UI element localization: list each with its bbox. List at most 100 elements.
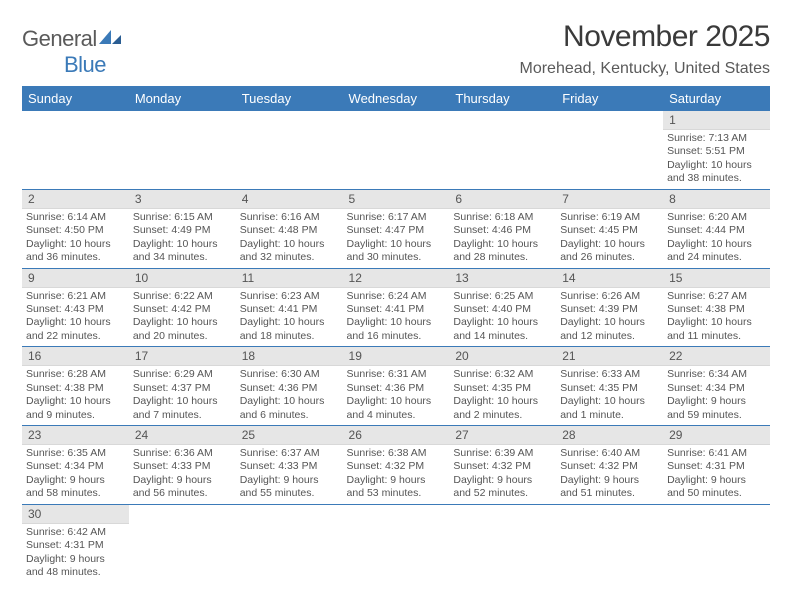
calendar-day-cell: 7Sunrise: 6:19 AMSunset: 4:45 PMDaylight… <box>556 189 663 268</box>
calendar-empty-cell <box>236 111 343 189</box>
logo: General Blue <box>22 26 123 78</box>
calendar-day-cell: 11Sunrise: 6:23 AMSunset: 4:41 PMDayligh… <box>236 268 343 347</box>
calendar-empty-cell <box>129 504 236 582</box>
calendar-day-cell: 29Sunrise: 6:41 AMSunset: 4:31 PMDayligh… <box>663 426 770 505</box>
day-details: Sunrise: 6:21 AMSunset: 4:43 PMDaylight:… <box>22 288 129 347</box>
weekday-header: Wednesday <box>343 86 450 111</box>
logo-word-1: General <box>22 26 97 51</box>
weekday-header: Thursday <box>449 86 556 111</box>
day-number: 9 <box>22 269 129 288</box>
calendar-week-row: 23Sunrise: 6:35 AMSunset: 4:34 PMDayligh… <box>22 426 770 505</box>
day-details: Sunrise: 6:30 AMSunset: 4:36 PMDaylight:… <box>236 366 343 425</box>
calendar-day-cell: 13Sunrise: 6:25 AMSunset: 4:40 PMDayligh… <box>449 268 556 347</box>
day-details: Sunrise: 7:13 AMSunset: 5:51 PMDaylight:… <box>663 130 770 189</box>
calendar-day-cell: 12Sunrise: 6:24 AMSunset: 4:41 PMDayligh… <box>343 268 450 347</box>
title-block: November 2025 Morehead, Kentucky, United… <box>519 20 770 78</box>
calendar-day-cell: 8Sunrise: 6:20 AMSunset: 4:44 PMDaylight… <box>663 189 770 268</box>
calendar-empty-cell <box>343 111 450 189</box>
calendar-day-cell: 6Sunrise: 6:18 AMSunset: 4:46 PMDaylight… <box>449 189 556 268</box>
calendar-day-cell: 18Sunrise: 6:30 AMSunset: 4:36 PMDayligh… <box>236 347 343 426</box>
weekday-header: Friday <box>556 86 663 111</box>
calendar-empty-cell <box>556 111 663 189</box>
calendar-empty-cell <box>663 504 770 582</box>
calendar-day-cell: 28Sunrise: 6:40 AMSunset: 4:32 PMDayligh… <box>556 426 663 505</box>
calendar-week-row: 2Sunrise: 6:14 AMSunset: 4:50 PMDaylight… <box>22 189 770 268</box>
calendar-week-row: 30Sunrise: 6:42 AMSunset: 4:31 PMDayligh… <box>22 504 770 582</box>
day-details: Sunrise: 6:18 AMSunset: 4:46 PMDaylight:… <box>449 209 556 268</box>
calendar-empty-cell <box>129 111 236 189</box>
day-number: 26 <box>343 426 450 445</box>
day-number: 30 <box>22 505 129 524</box>
day-details: Sunrise: 6:37 AMSunset: 4:33 PMDaylight:… <box>236 445 343 504</box>
calendar-day-cell: 4Sunrise: 6:16 AMSunset: 4:48 PMDaylight… <box>236 189 343 268</box>
calendar-day-cell: 17Sunrise: 6:29 AMSunset: 4:37 PMDayligh… <box>129 347 236 426</box>
calendar-week-row: 9Sunrise: 6:21 AMSunset: 4:43 PMDaylight… <box>22 268 770 347</box>
calendar-day-cell: 9Sunrise: 6:21 AMSunset: 4:43 PMDaylight… <box>22 268 129 347</box>
page-title: November 2025 <box>519 20 770 54</box>
day-number: 10 <box>129 269 236 288</box>
calendar-empty-cell <box>236 504 343 582</box>
calendar-day-cell: 15Sunrise: 6:27 AMSunset: 4:38 PMDayligh… <box>663 268 770 347</box>
sail-icon <box>97 28 123 46</box>
calendar-week-row: 1Sunrise: 7:13 AMSunset: 5:51 PMDaylight… <box>22 111 770 189</box>
calendar-day-cell: 23Sunrise: 6:35 AMSunset: 4:34 PMDayligh… <box>22 426 129 505</box>
day-details: Sunrise: 6:39 AMSunset: 4:32 PMDaylight:… <box>449 445 556 504</box>
day-number: 15 <box>663 269 770 288</box>
day-details: Sunrise: 6:16 AMSunset: 4:48 PMDaylight:… <box>236 209 343 268</box>
day-number: 1 <box>663 111 770 130</box>
day-number: 7 <box>556 190 663 209</box>
day-details: Sunrise: 6:19 AMSunset: 4:45 PMDaylight:… <box>556 209 663 268</box>
day-details: Sunrise: 6:26 AMSunset: 4:39 PMDaylight:… <box>556 288 663 347</box>
day-details: Sunrise: 6:20 AMSunset: 4:44 PMDaylight:… <box>663 209 770 268</box>
calendar-day-cell: 2Sunrise: 6:14 AMSunset: 4:50 PMDaylight… <box>22 189 129 268</box>
calendar-day-cell: 21Sunrise: 6:33 AMSunset: 4:35 PMDayligh… <box>556 347 663 426</box>
calendar-day-cell: 10Sunrise: 6:22 AMSunset: 4:42 PMDayligh… <box>129 268 236 347</box>
day-details: Sunrise: 6:22 AMSunset: 4:42 PMDaylight:… <box>129 288 236 347</box>
day-number: 12 <box>343 269 450 288</box>
day-number: 29 <box>663 426 770 445</box>
calendar-day-cell: 3Sunrise: 6:15 AMSunset: 4:49 PMDaylight… <box>129 189 236 268</box>
calendar-day-cell: 5Sunrise: 6:17 AMSunset: 4:47 PMDaylight… <box>343 189 450 268</box>
day-number: 17 <box>129 347 236 366</box>
weekday-header: Saturday <box>663 86 770 111</box>
day-number: 27 <box>449 426 556 445</box>
day-number: 4 <box>236 190 343 209</box>
calendar-empty-cell <box>449 111 556 189</box>
day-details: Sunrise: 6:23 AMSunset: 4:41 PMDaylight:… <box>236 288 343 347</box>
weekday-header: Monday <box>129 86 236 111</box>
calendar-day-cell: 1Sunrise: 7:13 AMSunset: 5:51 PMDaylight… <box>663 111 770 189</box>
day-number: 8 <box>663 190 770 209</box>
calendar-day-cell: 25Sunrise: 6:37 AMSunset: 4:33 PMDayligh… <box>236 426 343 505</box>
calendar-day-cell: 30Sunrise: 6:42 AMSunset: 4:31 PMDayligh… <box>22 504 129 582</box>
day-details: Sunrise: 6:25 AMSunset: 4:40 PMDaylight:… <box>449 288 556 347</box>
day-details: Sunrise: 6:31 AMSunset: 4:36 PMDaylight:… <box>343 366 450 425</box>
calendar-body: 1Sunrise: 7:13 AMSunset: 5:51 PMDaylight… <box>22 111 770 583</box>
day-details: Sunrise: 6:33 AMSunset: 4:35 PMDaylight:… <box>556 366 663 425</box>
day-details: Sunrise: 6:15 AMSunset: 4:49 PMDaylight:… <box>129 209 236 268</box>
day-details: Sunrise: 6:35 AMSunset: 4:34 PMDaylight:… <box>22 445 129 504</box>
logo-text: General Blue <box>22 26 123 78</box>
calendar-table: SundayMondayTuesdayWednesdayThursdayFrid… <box>22 86 770 583</box>
day-details: Sunrise: 6:28 AMSunset: 4:38 PMDaylight:… <box>22 366 129 425</box>
day-number: 13 <box>449 269 556 288</box>
day-number: 3 <box>129 190 236 209</box>
day-details: Sunrise: 6:38 AMSunset: 4:32 PMDaylight:… <box>343 445 450 504</box>
logo-word-2: Blue <box>64 52 106 77</box>
day-number: 23 <box>22 426 129 445</box>
day-number: 21 <box>556 347 663 366</box>
day-details: Sunrise: 6:29 AMSunset: 4:37 PMDaylight:… <box>129 366 236 425</box>
calendar-empty-cell <box>22 111 129 189</box>
calendar-day-cell: 27Sunrise: 6:39 AMSunset: 4:32 PMDayligh… <box>449 426 556 505</box>
weekday-header: Tuesday <box>236 86 343 111</box>
calendar-day-cell: 24Sunrise: 6:36 AMSunset: 4:33 PMDayligh… <box>129 426 236 505</box>
day-number: 18 <box>236 347 343 366</box>
day-number: 14 <box>556 269 663 288</box>
day-details: Sunrise: 6:36 AMSunset: 4:33 PMDaylight:… <box>129 445 236 504</box>
calendar-empty-cell <box>556 504 663 582</box>
day-number: 20 <box>449 347 556 366</box>
day-number: 19 <box>343 347 450 366</box>
day-details: Sunrise: 6:42 AMSunset: 4:31 PMDaylight:… <box>22 524 129 583</box>
calendar-day-cell: 14Sunrise: 6:26 AMSunset: 4:39 PMDayligh… <box>556 268 663 347</box>
calendar-empty-cell <box>449 504 556 582</box>
day-number: 16 <box>22 347 129 366</box>
